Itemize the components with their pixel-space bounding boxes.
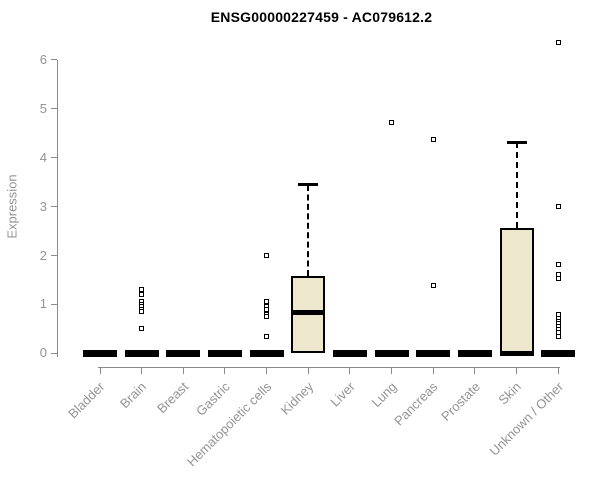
outlier-point: [555, 40, 561, 46]
collapsed-box: [332, 349, 367, 357]
x-tick-label: Skin: [495, 379, 525, 408]
collapsed-box: [249, 349, 284, 357]
whisker-cap: [298, 183, 319, 187]
x-tick: [99, 367, 101, 374]
y-axis-line: [57, 60, 58, 357]
collapsed-box: [83, 349, 117, 357]
outlier-point: [264, 299, 270, 305]
outlier-point: [139, 309, 145, 315]
y-tick: [51, 206, 57, 208]
y-tick: [51, 108, 57, 110]
x-tick: [557, 367, 559, 374]
outlier-point: [555, 204, 561, 210]
outlier-point: [139, 292, 145, 298]
whisker-cap: [506, 140, 527, 144]
y-tick-label: 2: [39, 247, 47, 263]
outlier-point: [139, 287, 145, 293]
box: [499, 228, 534, 354]
outlier-point: [264, 306, 270, 312]
collapsed-box: [541, 349, 576, 357]
whisker-line: [515, 142, 518, 229]
x-tick: [474, 367, 476, 374]
collapsed-box: [416, 349, 451, 357]
x-tick-label: Bladder: [65, 379, 108, 422]
x-tick-label: Kidney: [277, 379, 316, 418]
collapsed-box: [457, 349, 492, 357]
x-tick: [141, 367, 143, 374]
x-tick: [224, 367, 226, 374]
chart-title: ENSG00000227459 - AC079612.2: [210, 9, 433, 25]
outlier-point: [555, 276, 561, 282]
y-tick: [51, 255, 57, 256]
x-tick-label: Liver: [327, 379, 358, 410]
outlier-point: [430, 136, 436, 142]
y-tick: [51, 59, 57, 61]
y-tick: [51, 352, 57, 354]
y-tick-label: 1: [39, 296, 47, 312]
outlier-point: [264, 253, 270, 258]
x-tick-label: Unknown / Other: [486, 379, 566, 459]
x-tick: [307, 367, 309, 374]
collapsed-box: [166, 349, 201, 357]
x-tick: [266, 367, 268, 374]
x-tick-label: Gastric: [192, 379, 233, 419]
x-tick: [349, 367, 351, 374]
x-tick-label: Breast: [153, 379, 191, 417]
x-axis-line: [98, 367, 560, 368]
collapsed-box: [124, 349, 159, 357]
outlier-point: [264, 333, 270, 339]
y-tick-label: 3: [39, 198, 47, 214]
x-tick-label: Prostate: [437, 379, 483, 424]
x-tick: [516, 367, 518, 374]
outlier-point: [555, 271, 561, 277]
y-tick-label: 6: [39, 51, 47, 67]
whisker-line: [307, 184, 310, 277]
outlier-point: [430, 283, 436, 289]
outlier-point: [139, 326, 145, 332]
collapsed-box: [207, 349, 242, 357]
x-tick: [182, 367, 184, 374]
y-tick: [51, 303, 57, 305]
outlier-point: [264, 314, 270, 320]
y-tick-label: 0: [39, 345, 47, 361]
median-line: [499, 350, 534, 356]
x-tick: [432, 367, 434, 374]
collapsed-box: [374, 349, 409, 357]
y-tick-label: 4: [39, 149, 47, 165]
y-tick-label: 5: [39, 100, 47, 116]
outlier-point: [555, 261, 561, 267]
x-tick-label: Pancreas: [391, 379, 441, 429]
outlier-point: [389, 119, 395, 125]
y-tick: [51, 157, 57, 159]
x-tick: [391, 367, 393, 374]
outlier-point: [555, 333, 561, 339]
x-tick-label: Brain: [117, 379, 150, 412]
x-tick-label: Lung: [368, 379, 400, 411]
median-line: [291, 310, 326, 316]
